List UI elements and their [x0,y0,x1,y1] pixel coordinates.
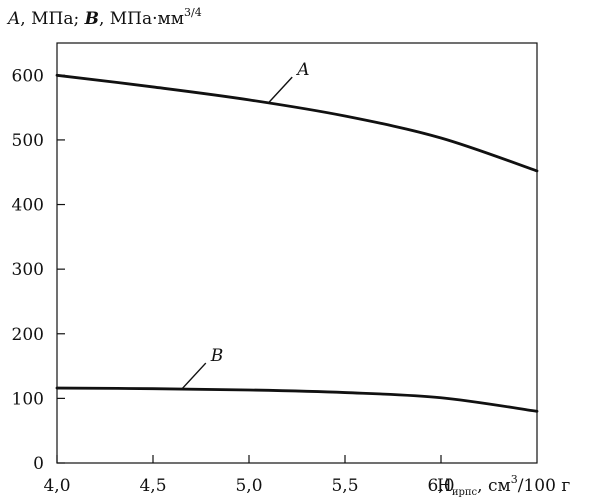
series-line-a [57,75,537,171]
series-line-b [57,388,537,411]
x-axis-title-subscript: ирпс [452,487,478,498]
x-tick-label: 4,0 [43,476,70,496]
x-axis-title-h: H [437,476,452,496]
y-axis-title: A, МПа; B, МПа·мм3/4 [6,6,202,29]
series-label-b: B [210,346,224,366]
x-tick-label: 4,5 [139,476,166,496]
x-axis-title-unit: , см [477,476,511,496]
y-axis-title-unit-b: , МПа·мм [99,9,184,29]
series-group [57,75,537,411]
y-tick-label: 100 [12,389,44,409]
y-axis-title-unit-a: , МПа; [20,9,84,29]
y-tick-label: 400 [12,196,44,216]
y-tick-label: 600 [12,66,44,86]
series-leader-a [268,77,292,103]
y-tick-label: 0 [33,454,44,474]
curve-labels: AB [182,60,310,389]
x-axis-title-tail: /100 г [518,476,571,496]
series-leader-b [182,363,206,389]
x-tick-label: 5,0 [235,476,262,496]
y-axis-title-unit-b-exponent: 3/4 [184,6,202,19]
y-tick-label: 200 [12,325,44,345]
y-tick-label: 300 [12,260,44,280]
y-axis-title-a: A [6,9,20,29]
y-axis-title-b: B [84,9,99,29]
x-tick-label: 5,5 [331,476,358,496]
x-axis-title-unit-exponent: 3 [511,473,518,486]
x-axis-ticks: 4,0 4,5 5,0 5,5 6,0 [43,455,454,496]
x-axis-title: Hирпс, см3/100 г [437,473,570,498]
series-label-a: A [295,60,309,80]
y-tick-label: 500 [12,131,44,151]
